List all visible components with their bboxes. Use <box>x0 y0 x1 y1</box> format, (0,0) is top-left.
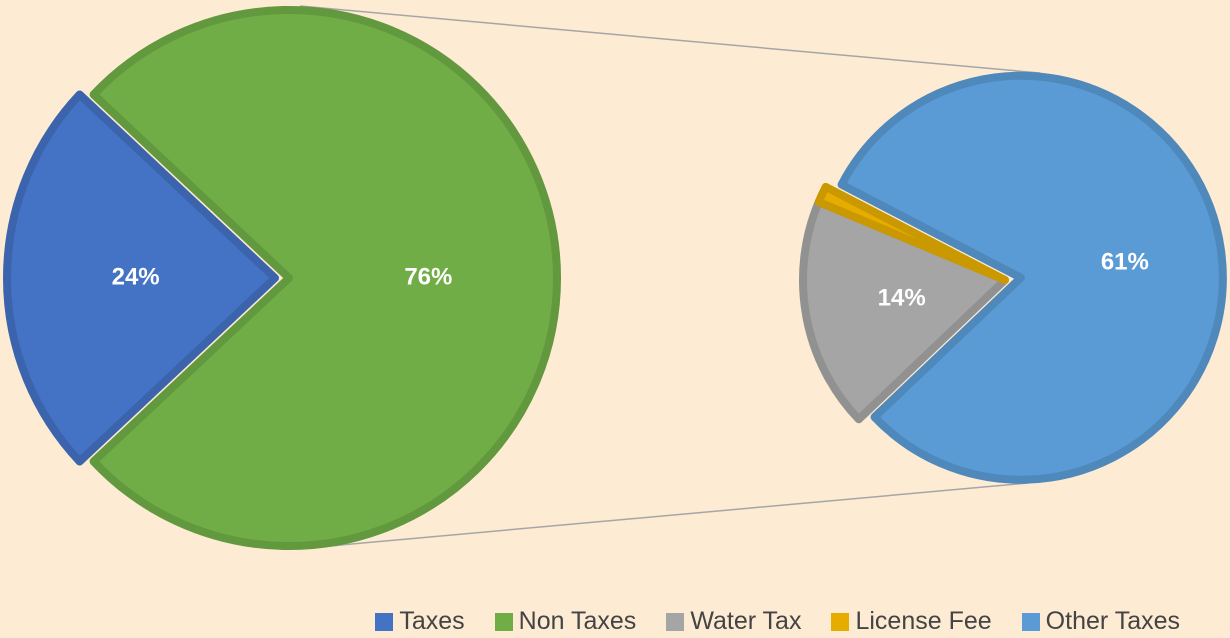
legend-item: Other Taxes <box>1021 607 1180 636</box>
legend-label: Non Taxes <box>518 607 637 635</box>
slice-edge <box>89 6 561 550</box>
legend-item: Taxes <box>375 607 465 636</box>
legend-label: License Fee <box>855 607 992 635</box>
legend-swatch <box>1021 612 1040 631</box>
legend: Taxes Non Taxes Water Tax License Fee Other … <box>0 607 1180 636</box>
slice-edge <box>837 71 1227 484</box>
slice <box>3 90 279 466</box>
legend-swatch <box>494 612 513 631</box>
slice-edge <box>799 197 1009 424</box>
connector <box>299 5 1041 74</box>
legend-item: Water Tax <box>666 607 801 636</box>
legend-label: Other Taxes <box>1045 607 1180 635</box>
legend-label: Water Tax <box>690 607 802 635</box>
legend-swatch <box>375 612 394 631</box>
legend-swatch <box>666 612 685 631</box>
data-label: 24% <box>112 263 160 290</box>
legend-swatch <box>831 612 850 631</box>
legend-label: Taxes <box>399 607 465 635</box>
slice <box>837 71 1227 484</box>
slice <box>799 197 1009 424</box>
data-label: 14% <box>878 284 926 311</box>
connector <box>329 482 1029 547</box>
slice <box>814 182 1009 284</box>
slice <box>89 6 561 550</box>
legend-item: License Fee <box>831 607 992 636</box>
data-label: 76% <box>404 263 452 290</box>
legend-item: Non Taxes <box>494 607 637 636</box>
slice-edge <box>814 182 1009 284</box>
plot: 24% 76% 14% 61% <box>3 5 1227 550</box>
data-label: 61% <box>1101 248 1149 275</box>
slice-edge <box>3 90 279 466</box>
